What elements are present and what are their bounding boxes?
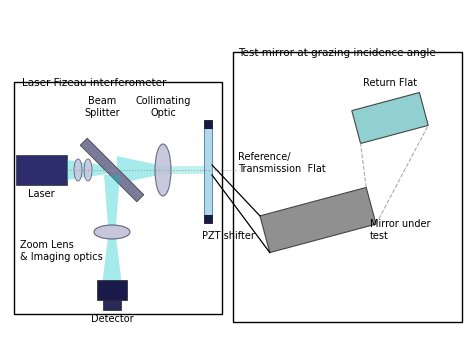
Polygon shape [260, 187, 376, 253]
Bar [204, 120, 212, 128]
Polygon shape [104, 175, 120, 225]
Polygon shape [67, 160, 107, 180]
Bar [103, 300, 121, 310]
Text: Test mirror at grazing incidence angle: Test mirror at grazing incidence angle [238, 48, 436, 58]
Polygon shape [352, 93, 428, 143]
Bar [97, 280, 127, 300]
Ellipse shape [84, 159, 92, 181]
Polygon shape [117, 156, 163, 184]
Text: Reference/
Transmission  Flat: Reference/ Transmission Flat [238, 152, 326, 174]
Polygon shape [102, 237, 122, 285]
Bar [14, 82, 222, 314]
Text: Laser Fizeau interferometer: Laser Fizeau interferometer [22, 78, 166, 88]
Text: Collimating
Optic: Collimating Optic [135, 97, 191, 118]
Polygon shape [80, 138, 144, 202]
Ellipse shape [74, 159, 82, 181]
Text: Return Flat: Return Flat [363, 78, 417, 88]
Text: PZT shifter: PZT shifter [202, 231, 255, 241]
Text: Zoom Lens
& Imaging optics: Zoom Lens & Imaging optics [20, 240, 103, 262]
Bar [204, 215, 212, 223]
Ellipse shape [94, 225, 130, 239]
Ellipse shape [155, 144, 171, 196]
Text: Beam
Splitter: Beam Splitter [84, 97, 120, 118]
Text: Detector: Detector [91, 314, 133, 324]
Text: Laser: Laser [28, 189, 55, 199]
Text: Mirror under
test: Mirror under test [370, 219, 430, 241]
Bar [204, 128, 212, 215]
Bar [233, 52, 462, 322]
Bar [16, 155, 67, 185]
Polygon shape [163, 166, 206, 174]
